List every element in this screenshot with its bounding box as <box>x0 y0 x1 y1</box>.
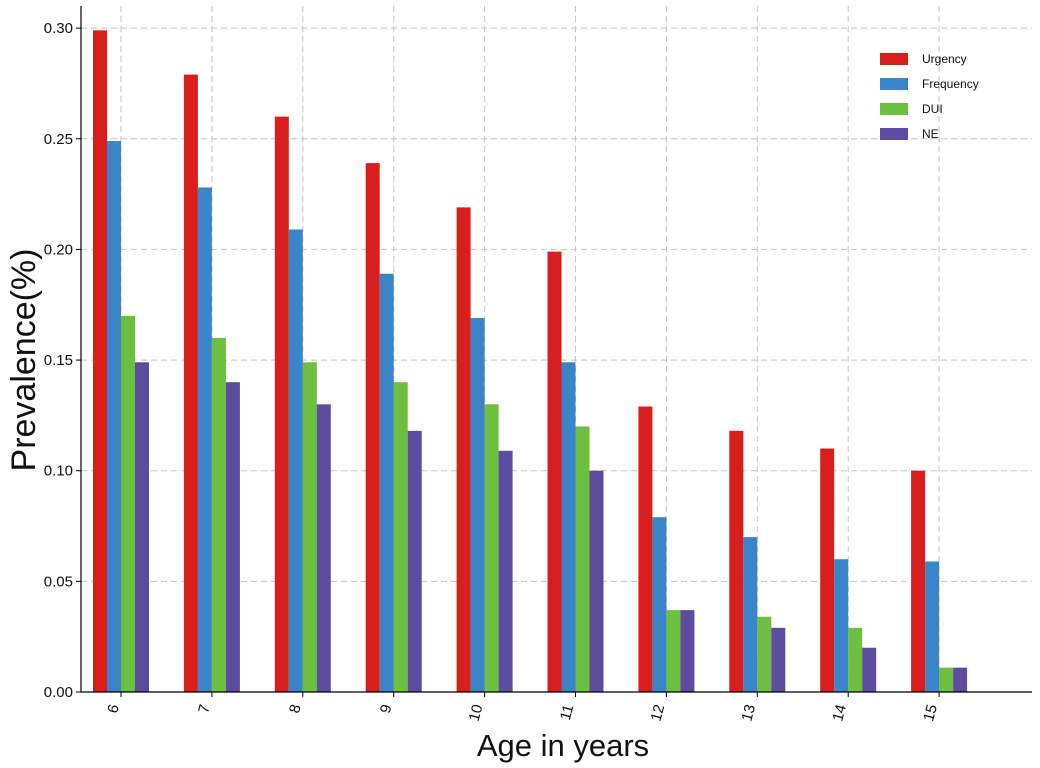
bar-ne-7 <box>225 382 240 692</box>
bar-frequency-8 <box>288 229 303 692</box>
bar-urgency-7 <box>183 74 198 693</box>
bar-ne-14 <box>862 647 877 692</box>
y-tick-labels: 0.00 0.05 0.10 0.15 0.20 0.25 0.30 <box>44 20 81 701</box>
legend-label-urgency: Urgency <box>922 52 967 66</box>
bar-ne-6 <box>135 362 149 692</box>
x-tick-label: 11 <box>557 703 577 722</box>
bar-frequency-7 <box>197 187 212 692</box>
bar-frequency-6 <box>107 140 121 693</box>
bar-frequency-14 <box>834 559 849 692</box>
x-axis-title: Age in years <box>477 728 649 763</box>
bar-dui-15 <box>939 667 954 692</box>
y-tick-label: 0.25 <box>44 131 73 148</box>
y-tick-label: 0.00 <box>44 684 73 701</box>
bar-ne-11 <box>589 470 604 692</box>
legend-label-ne: NE <box>922 127 939 141</box>
bar-frequency-12 <box>652 517 667 692</box>
bar-urgency-10 <box>456 207 471 692</box>
y-tick-label: 0.15 <box>44 352 73 369</box>
bar-ne-12 <box>680 610 695 692</box>
bar-urgency-12 <box>638 406 653 692</box>
bar-dui-11 <box>575 426 590 692</box>
legend-swatch-ne <box>880 128 908 140</box>
bar-dui-8 <box>302 362 317 692</box>
legend-label-frequency: Frequency <box>922 77 979 91</box>
x-tick-label: 10 <box>466 703 487 724</box>
legend: Urgency Frequency DUI NE <box>880 52 979 141</box>
bar-urgency-14 <box>820 448 835 692</box>
bar-ne-10 <box>498 450 513 692</box>
y-tick-label: 0.10 <box>44 463 73 480</box>
y-tick-label: 0.30 <box>44 20 73 37</box>
bar-urgency-8 <box>274 116 289 693</box>
y-axis-title: Prevalence(%) <box>5 249 43 472</box>
bar-frequency-10 <box>470 318 485 692</box>
bar-dui-6 <box>121 315 135 692</box>
bar-dui-9 <box>393 382 408 692</box>
bar-ne-9 <box>407 430 422 692</box>
bar-frequency-11 <box>561 362 576 692</box>
bar-dui-12 <box>666 610 681 692</box>
x-tick-label: 6 <box>104 703 123 715</box>
x-tick-labels: 6 7 8 9 10 11 12 13 14 15 <box>104 692 941 723</box>
y-tick-label: 0.20 <box>44 241 73 258</box>
y-tick-label: 0.05 <box>44 573 73 590</box>
legend-swatch-dui <box>880 103 908 115</box>
x-tick-label: 13 <box>738 703 759 724</box>
x-tick-label: 12 <box>648 703 669 724</box>
bar-urgency-15 <box>911 470 926 692</box>
bar-dui-7 <box>211 337 226 692</box>
bar-dui-14 <box>848 627 863 692</box>
legend-label-dui: DUI <box>922 102 943 116</box>
x-tick-label: 7 <box>195 703 214 715</box>
legend-swatch-frequency <box>880 78 908 90</box>
bar-urgency-9 <box>365 163 380 692</box>
axes <box>80 6 1032 693</box>
bar-frequency-13 <box>743 537 758 692</box>
x-tick-label: 15 <box>920 703 941 724</box>
bar-urgency-11 <box>547 251 562 692</box>
x-tick-label: 9 <box>377 703 396 715</box>
bars <box>93 30 968 693</box>
legend-swatch-urgency <box>880 53 908 65</box>
bar-ne-13 <box>771 627 786 692</box>
bar-ne-15 <box>953 667 968 692</box>
bar-dui-10 <box>484 404 499 692</box>
bar-urgency-6 <box>93 30 107 693</box>
x-tick-label: 8 <box>286 703 305 715</box>
bar-ne-8 <box>316 404 331 692</box>
bar-frequency-15 <box>925 561 940 692</box>
bar-urgency-13 <box>729 430 744 692</box>
x-tick-label: 14 <box>829 703 850 724</box>
bar-dui-13 <box>757 616 772 692</box>
bar-frequency-9 <box>379 273 394 692</box>
